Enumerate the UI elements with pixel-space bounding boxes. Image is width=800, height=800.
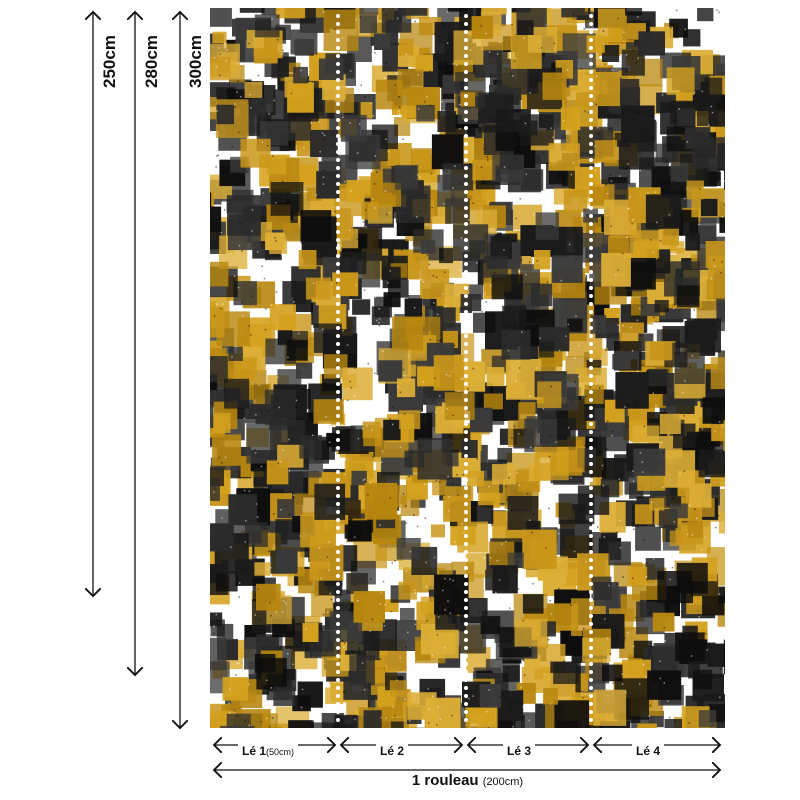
strip-3-name: Lé 3 [507,744,532,758]
height-label-250: 250cm [100,35,119,88]
roll-label: 1 rouleau (200cm) [0,772,800,789]
roll-note: (200cm) [482,776,524,788]
roll-name: 1 rouleau [411,772,479,789]
strip-label-1: Lé 1(50cm) [238,744,299,758]
strip-label-2: Lé 2 [376,744,409,758]
height-label-280: 280cm [142,35,161,88]
height-label-300: 300cm [186,35,205,88]
strip-4-name: Lé 4 [636,744,661,758]
strip-1-name: Lé 1 [242,744,267,758]
wallpaper-pattern [210,8,725,728]
strip-2-name: Lé 2 [380,744,405,758]
strip-label-3: Lé 3 [503,744,536,758]
strip-label-4: Lé 4 [632,744,665,758]
strip-1-note: (50cm) [266,747,295,757]
